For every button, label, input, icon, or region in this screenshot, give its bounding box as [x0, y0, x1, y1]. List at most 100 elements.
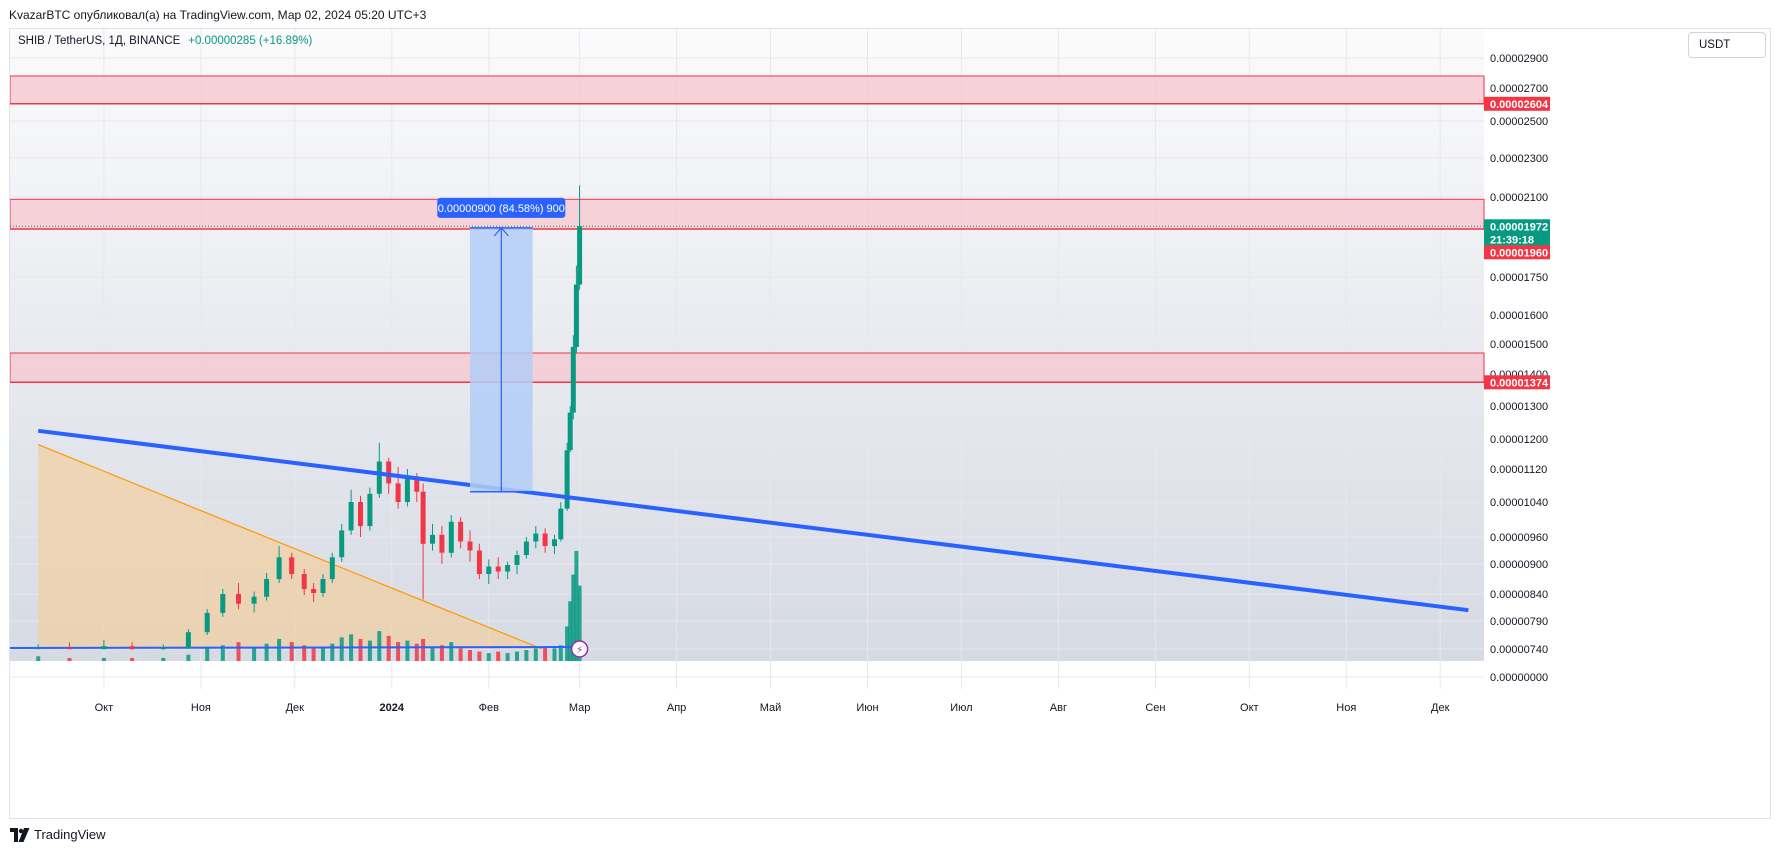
volume-bar — [458, 648, 463, 661]
y-tick-label: 0.00000790 — [1490, 616, 1548, 628]
x-tick-label: Дек — [1431, 702, 1450, 714]
volume-bar — [571, 574, 576, 661]
y-tick-label: 0.00000900 — [1490, 559, 1548, 571]
range-arrow-head — [493, 226, 509, 237]
currency-label: USDT — [1699, 39, 1731, 51]
candle-body — [458, 521, 464, 542]
volume-bar — [439, 645, 444, 661]
volume-bar — [524, 650, 529, 661]
price-tag — [1484, 375, 1550, 390]
candle-body — [160, 647, 166, 650]
x-tick-label: Сен — [1145, 702, 1165, 714]
candle-body — [542, 533, 548, 546]
volume-bar — [289, 642, 294, 661]
price-tag-label: 0.00001972 — [1490, 221, 1548, 233]
volume-bar — [220, 645, 225, 661]
x-tick-label: Июн — [856, 702, 878, 714]
y-tick-label: 0.00002700 — [1490, 83, 1548, 95]
candle-body — [533, 533, 539, 542]
price-tag-label: 0.00001960 — [1490, 247, 1548, 259]
range-label-bg — [437, 197, 566, 218]
price-chart[interactable]: 0.00000900 (84.58%) 900 ⚡ 0.00002900 0.000… — [10, 29, 1771, 819]
tradingview-logo-icon — [10, 828, 30, 842]
y-tick-label: 0.00001120 — [1490, 464, 1547, 476]
candle-body — [185, 632, 191, 648]
volume-bar — [505, 653, 510, 661]
candle-body — [573, 284, 579, 347]
y-tick-label: 0.00000840 — [1490, 589, 1548, 601]
volume-bar — [568, 601, 573, 661]
candle-body — [339, 530, 345, 558]
volume-bar — [486, 653, 491, 661]
volume-bar — [377, 631, 382, 661]
candle-body — [264, 579, 270, 597]
price-tag-label: 21:39:18 — [1490, 234, 1534, 246]
price-tag-label: 0.00002604 — [1490, 99, 1549, 111]
volume-bar — [161, 657, 166, 661]
volume-bar — [252, 646, 257, 661]
y-tick-label: 0.00002500 — [1490, 116, 1548, 128]
candle-body — [570, 347, 576, 413]
price-tag — [1484, 219, 1550, 234]
x-tick-label: Фев — [479, 702, 499, 714]
x-tick-label: Окт — [95, 702, 114, 714]
x-tick-label: Июл — [950, 702, 972, 714]
symbol-label: SHIB / TetherUS, 1Д, BINANCE — [18, 35, 181, 47]
publish-header: KvazarBTC опубликовал(а) на TradingView.… — [0, 0, 1781, 28]
candle-body — [448, 521, 454, 553]
volume-bar — [430, 646, 435, 661]
x-tick-label: 2024 — [380, 702, 405, 714]
x-tick-label: Ноя — [191, 702, 211, 714]
publish-line: KvazarBTC опубликовал(а) на TradingView.… — [9, 8, 427, 22]
y-tick-label: 0.00002300 — [1490, 153, 1548, 165]
x-tick-label: Апр — [667, 702, 686, 714]
y-tick-label: 0.00000000 — [1490, 672, 1548, 684]
volume-bar — [543, 646, 548, 661]
candle-body — [276, 557, 282, 580]
y-tick-label: 0.00000740 — [1490, 644, 1548, 656]
volume-bar — [558, 645, 563, 661]
chart-frame[interactable]: 0.00000900 (84.58%) 900 ⚡ 0.00002900 0.000… — [9, 28, 1771, 819]
volume-bar — [468, 650, 472, 661]
candle-body — [404, 477, 410, 503]
candle-body — [289, 557, 295, 575]
candle-body — [514, 555, 520, 565]
volume-bar — [130, 657, 135, 661]
volume-bar — [552, 648, 557, 661]
lightning-glyph: ⚡ — [576, 645, 583, 656]
volume-bar — [414, 643, 419, 661]
y-tick-label: 0.00001600 — [1490, 310, 1548, 322]
candle-body — [552, 539, 557, 547]
y-tick-label: 0.00001040 — [1490, 497, 1548, 509]
price-tag — [1484, 232, 1550, 247]
x-tick-label: Май — [760, 702, 782, 714]
volume-bar — [477, 651, 482, 661]
volume-bar — [565, 626, 570, 661]
candle-body — [523, 541, 529, 555]
volume-bar — [396, 642, 401, 661]
zero-band — [10, 661, 1484, 689]
volume-bar — [236, 642, 241, 661]
candle-body — [320, 579, 326, 593]
volume-bar — [339, 637, 344, 661]
x-tick-label: Ноя — [1336, 702, 1356, 714]
candle-body — [220, 594, 226, 613]
volume-bar — [405, 640, 410, 661]
candle-body — [129, 646, 135, 650]
candle-body — [495, 566, 501, 572]
candle-body — [505, 565, 511, 572]
volume-bar — [101, 657, 106, 661]
volume-bar — [264, 643, 269, 661]
y-tick-label: 0.00001300 — [1490, 401, 1548, 413]
candle-body — [251, 596, 257, 604]
candle-body — [376, 461, 382, 494]
price-tag — [1484, 96, 1550, 111]
candle-body — [367, 493, 373, 527]
currency-selector[interactable]: USDT — [1688, 32, 1766, 58]
candle-body — [486, 566, 492, 574]
resistance-zone — [10, 75, 1485, 105]
candle-body — [567, 412, 573, 451]
descending-trendline — [37, 428, 1469, 613]
volume-bar — [496, 651, 501, 661]
y-tick-label: 0.00002100 — [1490, 192, 1548, 204]
